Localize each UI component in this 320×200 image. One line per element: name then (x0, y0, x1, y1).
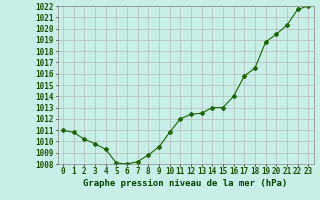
X-axis label: Graphe pression niveau de la mer (hPa): Graphe pression niveau de la mer (hPa) (84, 179, 288, 188)
